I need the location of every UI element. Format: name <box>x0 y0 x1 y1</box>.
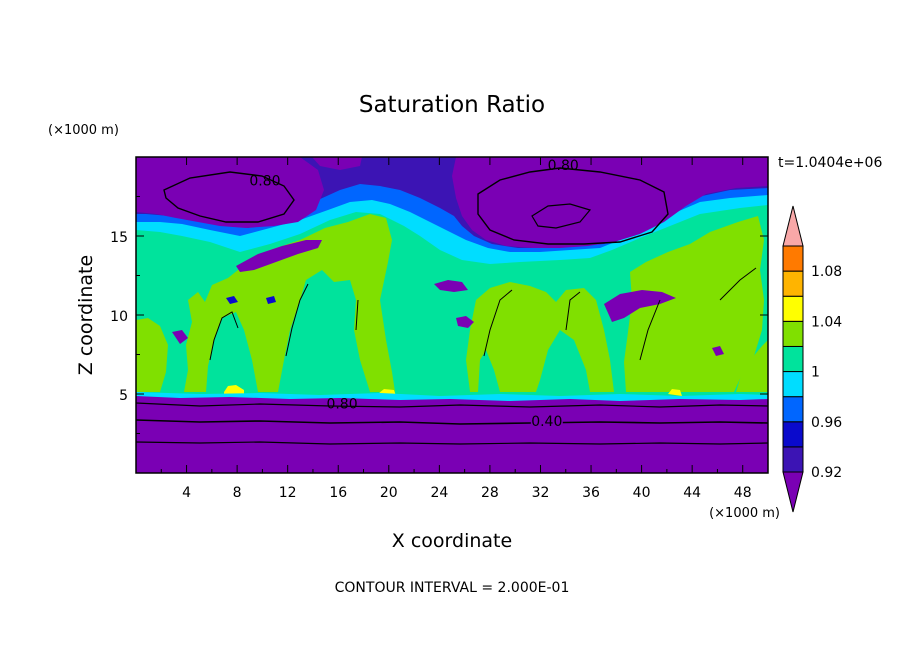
dry-filament <box>434 280 468 292</box>
contour-field <box>136 157 768 473</box>
contour-labels: 0.80 0.80 0.80 0.40 <box>249 158 579 430</box>
colorbar-band <box>782 345 804 373</box>
x-axis-ticks: 4 8 12 16 20 24 28 32 36 40 44 48 <box>160 157 752 501</box>
yellow-patch <box>224 385 244 396</box>
y-axis-label: Z coordinate <box>75 255 97 375</box>
colorbar-tick-label: 0.92 <box>811 465 842 481</box>
contour-label: 0.40 <box>531 414 562 430</box>
x-tick-label: 20 <box>380 485 398 501</box>
colorbar: 1.08 1.04 1 0.96 0.92 <box>782 205 842 513</box>
contour-line <box>531 203 592 229</box>
x-tick-label: 24 <box>430 485 448 501</box>
colorbar-band <box>782 320 804 347</box>
moist-region-far-east <box>736 340 768 392</box>
colorbar-band <box>782 295 804 322</box>
x-tick-label: 8 <box>233 485 242 501</box>
contour-label: 0.80 <box>249 174 280 190</box>
moist-region-center <box>466 282 614 392</box>
colorbar-band <box>782 396 804 423</box>
lower-purple-layer <box>136 396 768 473</box>
dry-filament <box>604 290 676 322</box>
dry-filament <box>266 296 276 304</box>
chart-title: Saturation Ratio <box>359 92 545 118</box>
x-axis-label: X coordinate <box>392 530 512 552</box>
dry-filament <box>172 330 188 344</box>
y-axis-ticks: 5 10 15 <box>110 196 768 434</box>
dry-filament <box>236 240 322 272</box>
colorbar-tick-label: 1.08 <box>811 264 842 280</box>
colorbar-lower-arrow <box>782 471 804 513</box>
y-unit-label: (×1000 m) <box>48 123 119 138</box>
contour-interval-label: CONTOUR INTERVAL = 2.000E-01 <box>335 580 570 596</box>
colorbar-band <box>782 270 804 297</box>
colorbar-tick-label: 1 <box>811 365 820 381</box>
colorbar-upper-arrow <box>782 205 804 247</box>
time-label: t=1.0404e+06 <box>778 155 882 171</box>
y-tick-label: 5 <box>119 388 128 404</box>
colorbar-tick-label: 0.96 <box>811 415 842 431</box>
moist-region-east <box>624 216 764 392</box>
contour-label: 0.80 <box>548 158 579 174</box>
upper-purple-region <box>452 157 768 248</box>
dry-filament <box>456 316 474 328</box>
y-tick-label: 15 <box>110 230 128 246</box>
contour-label: 0.80 <box>326 396 357 412</box>
moist-region-west <box>184 214 395 392</box>
x-tick-label: 12 <box>279 485 297 501</box>
x-tick-label: 48 <box>734 485 752 501</box>
contour-line <box>136 441 768 445</box>
x-tick-label: 32 <box>532 485 550 501</box>
colorbar-band <box>782 421 804 448</box>
colorbar-band <box>782 245 804 272</box>
moist-region-edge-west <box>136 318 168 392</box>
colorbar-band <box>782 371 804 398</box>
x-tick-label: 28 <box>481 485 499 501</box>
x-tick-label: 36 <box>582 485 600 501</box>
x-tick-label: 40 <box>633 485 651 501</box>
contour-label-bg <box>530 411 563 428</box>
contour-line <box>136 402 768 408</box>
x-tick-label: 16 <box>329 485 347 501</box>
x-tick-label: 44 <box>683 485 701 501</box>
yellow-patch <box>668 389 682 396</box>
contour-line <box>136 419 768 425</box>
contour-line <box>477 167 669 245</box>
dry-filament <box>712 346 724 356</box>
contour-line <box>163 171 295 223</box>
upper-purple-region <box>312 157 362 170</box>
x-unit-label: (×1000 m) <box>709 506 780 521</box>
colorbar-band <box>782 446 804 473</box>
colorbar-tick-label: 1.04 <box>811 314 842 330</box>
dry-filament <box>226 296 238 304</box>
y-tick-label: 10 <box>110 309 128 325</box>
contour-line <box>209 267 757 361</box>
x-tick-label: 4 <box>182 485 191 501</box>
